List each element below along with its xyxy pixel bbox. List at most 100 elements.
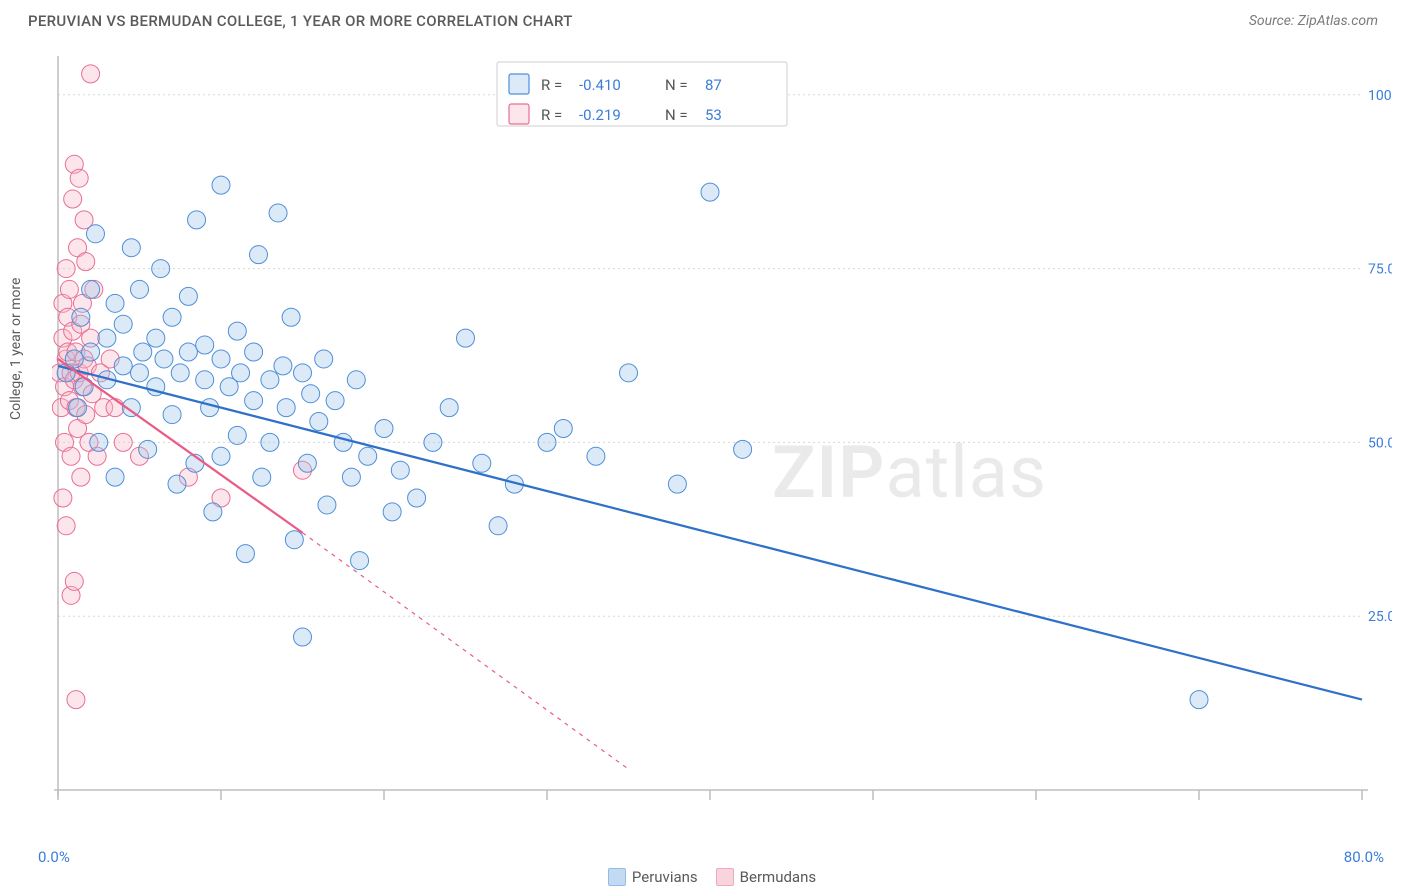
scatter-point-peruvians <box>163 406 181 424</box>
scatter-point-peruvians <box>155 350 173 368</box>
legend-swatch <box>716 868 734 886</box>
stats-n-label: N = <box>665 76 688 94</box>
trend-line-peruvians <box>58 366 1362 700</box>
scatter-point-peruvians <box>196 336 214 354</box>
scatter-point-peruvians <box>147 329 165 347</box>
scatter-point-bermudans <box>57 517 75 535</box>
stats-n-value: 53 <box>705 106 722 124</box>
scatter-point-peruvians <box>294 364 312 382</box>
scatter-point-peruvians <box>212 350 230 368</box>
y-tick-label: 50.0% <box>1368 435 1392 451</box>
scatter-point-peruvians <box>131 364 149 382</box>
scatter-point-bermudans <box>67 691 85 709</box>
y-tick-label: 100.0% <box>1368 88 1392 104</box>
stats-swatch <box>509 104 529 124</box>
stats-swatch <box>509 74 529 94</box>
legend-swatch <box>608 868 626 886</box>
scatter-point-peruvians <box>261 433 279 451</box>
scatter-point-peruvians <box>285 531 303 549</box>
scatter-point-peruvians <box>204 503 222 521</box>
y-tick-label: 75.0% <box>1368 262 1392 278</box>
scatter-point-peruvians <box>82 280 100 298</box>
scatter-point-peruvians <box>253 468 271 486</box>
scatter-point-peruvians <box>326 392 344 410</box>
scatter-point-peruvians <box>90 433 108 451</box>
x-axis-min-label: 0.0% <box>38 848 70 866</box>
stats-n-value: 87 <box>705 76 722 94</box>
scatter-point-peruvians <box>261 371 279 389</box>
scatter-point-bermudans <box>106 399 124 417</box>
scatter-point-peruvians <box>375 419 393 437</box>
scatter-point-bermudans <box>64 190 82 208</box>
scatter-point-peruvians <box>249 246 267 264</box>
scatter-point-peruvians <box>212 176 230 194</box>
scatter-point-peruvians <box>134 343 152 361</box>
scatter-point-peruvians <box>310 413 328 431</box>
scatter-point-peruvians <box>98 329 116 347</box>
scatter-point-peruvians <box>232 364 250 382</box>
scatter-point-peruvians <box>554 419 572 437</box>
scatter-point-peruvians <box>334 433 352 451</box>
y-axis-label: College, 1 year or more <box>8 278 24 420</box>
stats-r-value: -0.410 <box>579 76 621 94</box>
scatter-point-peruvians <box>179 343 197 361</box>
scatter-point-peruvians <box>228 322 246 340</box>
scatter-point-peruvians <box>75 378 93 396</box>
stats-n-label: N = <box>665 106 688 124</box>
stats-r-value: -0.219 <box>579 106 621 124</box>
scatter-point-bermudans <box>114 433 132 451</box>
scatter-point-peruvians <box>294 628 312 646</box>
scatter-point-peruvians <box>298 454 316 472</box>
scatter-point-peruvians <box>114 315 132 333</box>
scatter-point-peruvians <box>587 447 605 465</box>
trend-line-bermudans-extrapolated <box>303 533 629 769</box>
chart-title: PERUVIAN VS BERMUDAN COLLEGE, 1 YEAR OR … <box>28 12 573 30</box>
y-tick-label: 25.0% <box>1368 609 1392 625</box>
scatter-point-peruvians <box>359 447 377 465</box>
scatter-point-peruvians <box>318 496 336 514</box>
scatter-point-peruvians <box>106 294 124 312</box>
scatter-point-peruvians <box>245 343 263 361</box>
stats-r-label: R = <box>541 76 562 94</box>
scatter-point-peruvians <box>163 308 181 326</box>
scatter-point-peruvians <box>139 440 157 458</box>
scatter-point-peruvians <box>236 545 254 563</box>
scatter-point-peruvians <box>171 364 189 382</box>
scatter-point-peruvians <box>734 440 752 458</box>
legend-label: Peruvians <box>632 868 698 886</box>
scatter-point-peruvians <box>106 468 124 486</box>
scatter-point-bermudans <box>82 65 100 83</box>
scatter-point-peruvians <box>196 371 214 389</box>
scatter-point-peruvians <box>315 350 333 368</box>
scatter-point-bermudans <box>72 468 90 486</box>
scatter-point-peruvians <box>168 475 186 493</box>
legend-label: Bermudans <box>740 868 816 886</box>
chart-area: 25.0% 50.0% 75.0% 100.0% R = -0.410 N = 87 R = -0… <box>52 50 1392 840</box>
scatter-point-peruvians <box>69 399 87 417</box>
scatter-point-peruvians <box>122 239 140 257</box>
scatter-point-peruvians <box>201 399 219 417</box>
scatter-point-peruvians <box>489 517 507 535</box>
scatter-point-bermudans <box>57 260 75 278</box>
scatter-point-peruvians <box>440 399 458 417</box>
scatter-point-peruvians <box>188 211 206 229</box>
scatter-point-peruvians <box>342 468 360 486</box>
stats-r-label: R = <box>541 106 562 124</box>
scatter-point-peruvians <box>245 392 263 410</box>
scatter-point-bermudans <box>62 447 80 465</box>
scatter-point-peruvians <box>152 260 170 278</box>
scatter-point-peruvians <box>282 308 300 326</box>
scatter-point-peruvians <box>274 357 292 375</box>
scatter-point-peruvians <box>277 399 295 417</box>
scatter-point-peruvians <box>668 475 686 493</box>
scatter-point-peruvians <box>82 343 100 361</box>
scatter-point-peruvians <box>538 433 556 451</box>
source-attribution: Source: ZipAtlas.com <box>1249 13 1378 29</box>
scatter-point-peruvians <box>383 503 401 521</box>
scatter-point-peruvians <box>1190 691 1208 709</box>
scatter-point-bermudans <box>54 489 72 507</box>
scatter-point-peruvians <box>391 461 409 479</box>
scatter-point-peruvians <box>86 225 104 243</box>
scatter-point-peruvians <box>347 371 365 389</box>
series-legend: Peruvians Bermudans <box>0 868 1406 886</box>
